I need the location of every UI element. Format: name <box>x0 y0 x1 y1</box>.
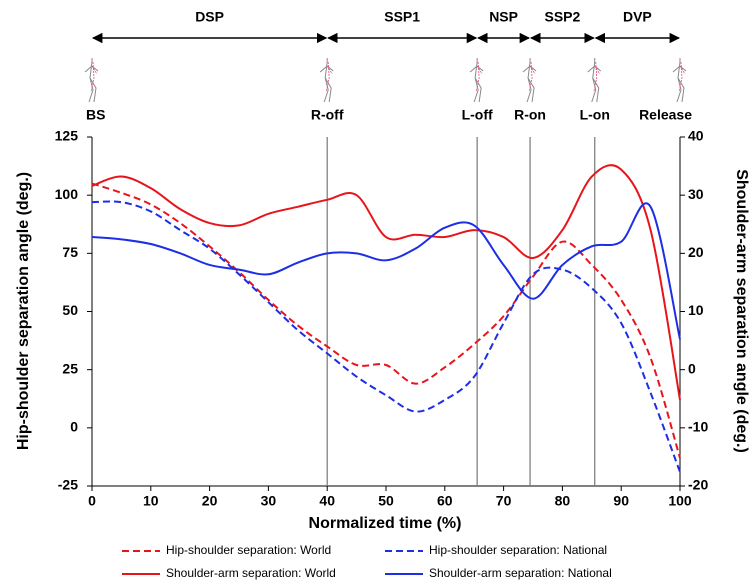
event-label: R-off <box>311 107 344 123</box>
x-tick-label: 70 <box>496 493 512 509</box>
y2-tick-label: 30 <box>688 186 704 202</box>
event-label: BS <box>86 107 105 123</box>
legend-label: Hip-shoulder separation: National <box>429 543 607 557</box>
legend-label: Hip-shoulder separation: World <box>166 543 331 557</box>
x-tick-label: 30 <box>261 493 277 509</box>
y2-tick-label: 10 <box>688 302 704 318</box>
legend-label: Shoulder-arm separation: National <box>429 566 612 580</box>
y2-tick-label: 40 <box>688 128 704 144</box>
series-line <box>92 203 680 339</box>
event-label: Release <box>639 107 692 123</box>
stick-figure <box>523 58 536 102</box>
x-tick-label: 0 <box>88 493 96 509</box>
y-tick-label: 125 <box>55 128 79 144</box>
event-label: R-on <box>514 107 546 123</box>
series-line <box>92 184 680 459</box>
stick-figure <box>673 58 686 102</box>
legend-label: Shoulder-arm separation: World <box>166 566 336 580</box>
event-label: L-off <box>462 107 493 123</box>
x-tick-label: 80 <box>555 493 571 509</box>
stick-figure <box>588 58 601 102</box>
x-tick-label: 60 <box>437 493 453 509</box>
y-tick-label: 25 <box>62 360 78 376</box>
y2-tick-label: -20 <box>688 477 708 493</box>
x-tick-label: 90 <box>613 493 629 509</box>
series-line <box>92 201 680 472</box>
y2-axis-title: Shoulder-arm separation angle (deg.) <box>733 169 750 453</box>
event-label: L-on <box>580 107 610 123</box>
stick-figure <box>85 58 98 102</box>
x-tick-label: 100 <box>668 493 692 509</box>
y-tick-label: 50 <box>62 302 78 318</box>
stick-figure <box>320 58 333 102</box>
chart: Normalized time (%) Hip-shoulder separat… <box>0 0 753 585</box>
y-tick-label: -25 <box>58 477 78 493</box>
x-tick-label: 50 <box>378 493 394 509</box>
y-tick-label: 75 <box>62 244 78 260</box>
phase-label: SSP2 <box>544 9 580 25</box>
x-tick-label: 40 <box>319 493 335 509</box>
y2-tick-label: -10 <box>688 419 708 435</box>
phase-label: DSP <box>195 9 224 25</box>
y-axis-title: Hip-shoulder separation angle (deg.) <box>15 172 32 450</box>
phase-label: SSP1 <box>384 9 420 25</box>
y2-tick-label: 0 <box>688 360 696 376</box>
phase-label: DVP <box>623 9 652 25</box>
stick-figure <box>470 58 483 102</box>
y-tick-label: 100 <box>55 186 79 202</box>
phase-label: NSP <box>489 9 518 25</box>
x-axis-title: Normalized time (%) <box>309 515 462 532</box>
x-tick-label: 20 <box>202 493 218 509</box>
y-tick-label: 0 <box>70 419 78 435</box>
y2-tick-label: 20 <box>688 244 704 260</box>
x-tick-label: 10 <box>143 493 159 509</box>
